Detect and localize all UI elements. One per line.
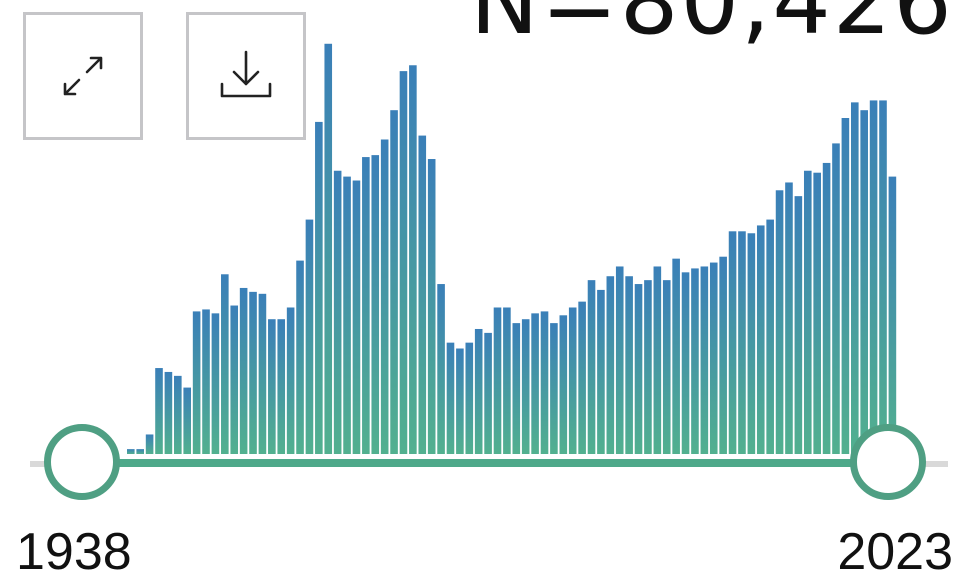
- histogram-bar-1987[interactable]: [587, 280, 596, 454]
- histogram-bar-1964[interactable]: [371, 155, 380, 454]
- histogram-bar-2006[interactable]: [766, 219, 774, 454]
- histogram-bar-1943[interactable]: [174, 375, 182, 454]
- histogram-bar-2005[interactable]: [756, 225, 765, 454]
- histogram-bar-1954[interactable]: [277, 319, 286, 454]
- histogram-bar-2016[interactable]: [860, 110, 868, 454]
- histogram-bar-1975[interactable]: [474, 328, 483, 454]
- histogram-bar-1999[interactable]: [700, 266, 709, 454]
- histogram-bar-1991[interactable]: [625, 276, 633, 454]
- histogram-bar-1995[interactable]: [662, 280, 671, 454]
- histogram-bar-1994[interactable]: [653, 266, 662, 454]
- range-start-handle[interactable]: [44, 424, 120, 500]
- expand-button[interactable]: [23, 12, 143, 140]
- histogram-bar-2003[interactable]: [738, 231, 746, 454]
- histogram-bar-1965[interactable]: [380, 139, 389, 455]
- expand-icon: [63, 56, 103, 96]
- histogram-bar-2014[interactable]: [841, 118, 850, 454]
- histogram-bar-1985[interactable]: [568, 307, 577, 454]
- histogram-bar-1973[interactable]: [456, 348, 464, 454]
- histogram-bar-2001[interactable]: [719, 256, 727, 454]
- histogram-bar-2013[interactable]: [832, 143, 840, 454]
- histogram-bar-1939[interactable]: [136, 449, 144, 454]
- histogram-bar-1950[interactable]: [239, 287, 248, 454]
- histogram-bar-1949[interactable]: [230, 305, 239, 454]
- histogram-bar-1968[interactable]: [409, 65, 417, 454]
- histogram-bar-1979[interactable]: [512, 323, 521, 454]
- histogram-bar-1967[interactable]: [399, 71, 408, 455]
- histogram-bar-1955[interactable]: [286, 307, 295, 454]
- slider-selected-range[interactable]: [82, 459, 882, 467]
- histogram-bar-1992[interactable]: [634, 284, 643, 454]
- histogram-bar-1952[interactable]: [258, 293, 267, 454]
- histogram-bar-1958[interactable]: [315, 121, 323, 454]
- histogram-bar-2000[interactable]: [709, 262, 718, 454]
- histogram-bar-1980[interactable]: [521, 319, 530, 454]
- histogram-bar-2015[interactable]: [850, 102, 859, 455]
- histogram-bar-1951[interactable]: [249, 291, 257, 454]
- histogram-bar-1996[interactable]: [672, 258, 680, 454]
- histogram-bar-1953[interactable]: [268, 319, 276, 454]
- histogram-bar-2017[interactable]: [869, 100, 878, 455]
- histogram-bar-2011[interactable]: [813, 172, 821, 454]
- histogram-bar-1947[interactable]: [211, 313, 220, 454]
- histogram-bar-1945[interactable]: [192, 311, 201, 454]
- download-icon: [220, 50, 272, 98]
- histogram-bar-1990[interactable]: [615, 266, 624, 454]
- histogram-bar-1948[interactable]: [221, 274, 229, 454]
- histogram-bar-2018[interactable]: [879, 100, 887, 455]
- histogram-bar-1940[interactable]: [145, 434, 154, 454]
- histogram-bar-1988[interactable]: [597, 289, 605, 454]
- histogram-bar-2010[interactable]: [803, 170, 812, 455]
- histogram-bar-1993[interactable]: [644, 280, 652, 454]
- range-end-label: 2023: [837, 523, 953, 581]
- histogram-bar-1978[interactable]: [503, 307, 511, 454]
- histogram-bar-1962[interactable]: [352, 180, 361, 454]
- histogram-bar-1983[interactable]: [550, 323, 558, 454]
- histogram-bar-1956[interactable]: [296, 260, 304, 454]
- histogram-bar-1974[interactable]: [465, 342, 474, 454]
- download-button[interactable]: [186, 12, 306, 140]
- histogram-bar-2008[interactable]: [785, 182, 793, 454]
- histogram-bar-2002[interactable]: [728, 231, 737, 454]
- histogram-bar-1984[interactable]: [559, 315, 568, 454]
- histogram-bar-1986[interactable]: [578, 301, 586, 454]
- histogram-bar-1969[interactable]: [418, 135, 427, 454]
- histogram-bar-1963[interactable]: [362, 157, 370, 454]
- histogram-bar-1959[interactable]: [324, 43, 333, 455]
- histogram-bar-1971[interactable]: [437, 284, 445, 454]
- histogram-bar-1938[interactable]: [127, 449, 135, 454]
- histogram-bar-2009[interactable]: [794, 196, 803, 454]
- histogram-bar-1972[interactable]: [446, 342, 455, 454]
- histogram-bar-2019[interactable]: [888, 176, 897, 454]
- histogram-bar-1944[interactable]: [183, 387, 192, 454]
- histogram-bar-1942[interactable]: [164, 371, 173, 454]
- histogram-bar-2007[interactable]: [775, 190, 784, 454]
- histogram-bar-1977[interactable]: [493, 307, 502, 454]
- histogram-bar-1998[interactable]: [691, 268, 699, 454]
- histogram-bar-1941[interactable]: [155, 368, 163, 454]
- histogram-bar-1966[interactable]: [390, 110, 398, 454]
- histogram-bar-1989[interactable]: [606, 276, 615, 454]
- range-start-label: 1938: [16, 523, 132, 581]
- histogram-bar-2004[interactable]: [747, 233, 756, 454]
- histogram-bar-1960[interactable]: [333, 170, 342, 455]
- histogram-bar-1970[interactable]: [427, 159, 436, 454]
- histogram-bar-1982[interactable]: [540, 311, 549, 454]
- histogram-bar-1957[interactable]: [305, 219, 314, 454]
- histogram-bar-1976[interactable]: [484, 332, 492, 454]
- histogram-bar-1981[interactable]: [531, 313, 539, 454]
- histogram-bar-1997[interactable]: [681, 272, 690, 454]
- histogram-bar-1946[interactable]: [202, 309, 210, 454]
- histogram-bar-1961[interactable]: [343, 176, 351, 454]
- range-end-handle[interactable]: [850, 424, 926, 500]
- histogram-bar-2012[interactable]: [822, 162, 831, 454]
- record-count: N=80,426: [470, 0, 954, 55]
